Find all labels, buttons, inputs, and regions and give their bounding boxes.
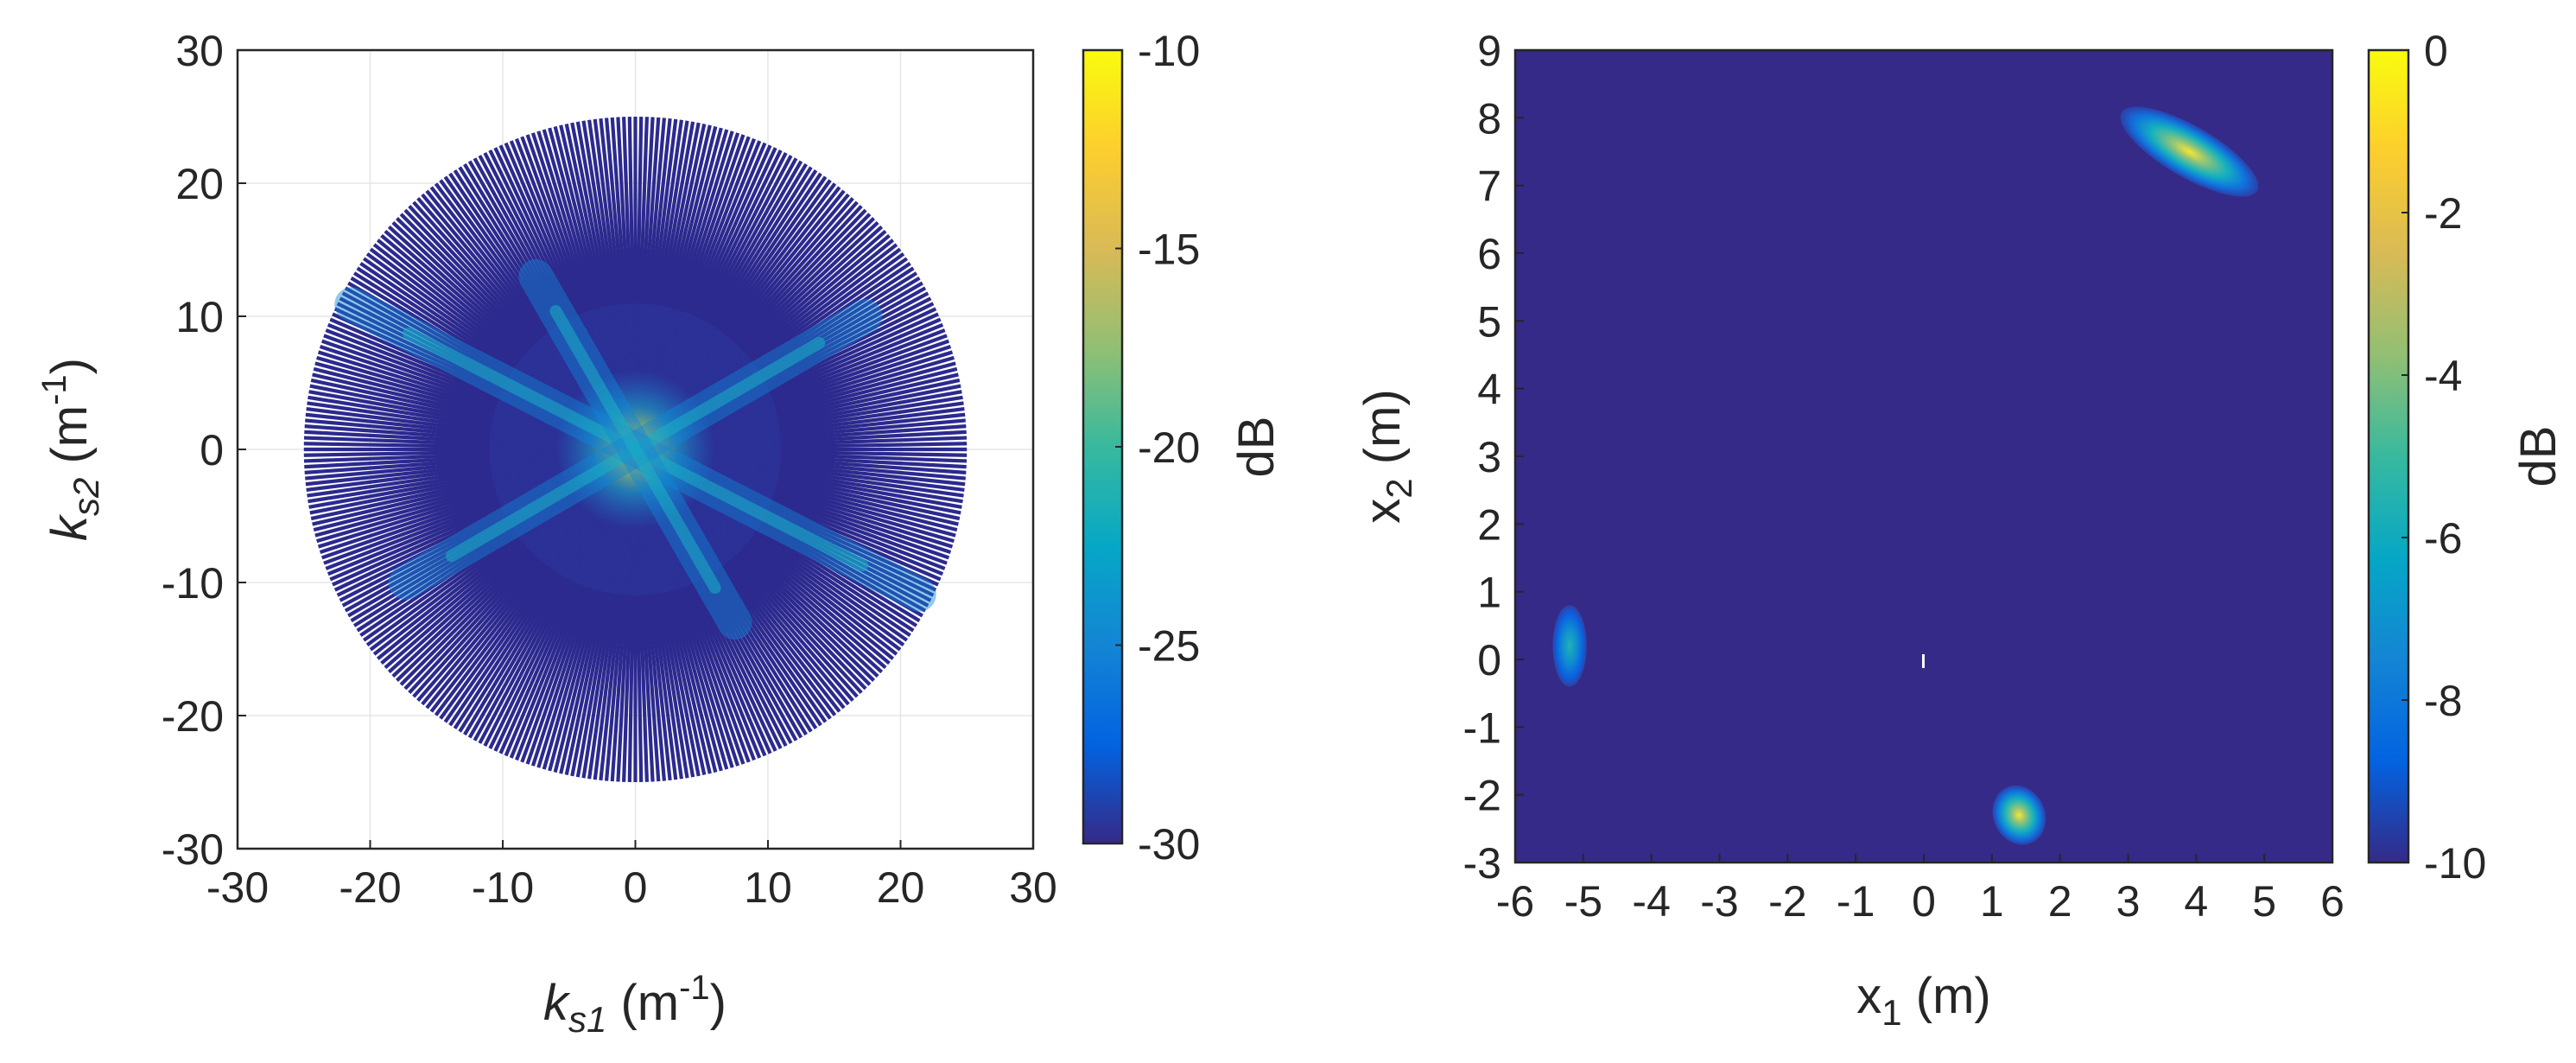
image-space-x-tick-label: 6 [2320, 877, 2344, 926]
image-space-y-tick-label: 4 [1477, 366, 1501, 414]
k-space-colorbar-tick-label: -20 [1138, 423, 1200, 472]
k-space-streak-core [549, 304, 721, 595]
image-space-x-ticks: -6 -5 -4 -3 -2 -1 0 1 2 3 4 5 6 [1496, 854, 2344, 926]
image-space-y-tick-label: -2 [1463, 772, 1501, 820]
image-space-colorbar-box [2367, 48, 2410, 864]
image-space-targets [1552, 106, 2259, 845]
image-space-y-tick-label: 5 [1477, 297, 1501, 346]
k-space-colorbar-tick-label: -15 [1138, 226, 1200, 274]
image-space-colorbar-tick-label: -2 [2424, 189, 2462, 238]
k-space-y-ticks: -30 -20 -10 0 10 20 30 [162, 27, 246, 874]
image-space-y-ticks: -3 -2 -1 0 1 2 3 4 5 6 7 8 9 [1463, 27, 1524, 888]
image-space-colorbar-label: dB [2510, 426, 2566, 487]
k-space-colorbar-tick-label: -25 [1138, 622, 1200, 671]
image-space-x-tick-label: 3 [2116, 877, 2141, 926]
image-space-x-axis-label: x1 (m) [1856, 968, 1990, 1033]
image-space-y-tick-label: 9 [1477, 27, 1501, 75]
k-space-y-tick-label: -20 [162, 692, 224, 741]
k-space-colorbar-tick-label: -10 [1138, 27, 1200, 75]
k-space-y-tick-label: 30 [175, 27, 224, 75]
image-space-target-blob [1552, 605, 1587, 687]
image-space-y-tick-label: 6 [1477, 230, 1501, 278]
image-space-x-tick-label: 5 [2252, 877, 2276, 926]
image-space-y-tick-label: 8 [1477, 94, 1501, 143]
k-space-colorbar-ticks: -30 -25 -20 -15 -10 [1115, 27, 1200, 869]
image-space-x-tick-label: -5 [1564, 877, 1602, 926]
image-space-x-tick-label: -1 [1837, 877, 1875, 926]
image-space-colorbar-tick-label: -6 [2424, 514, 2462, 563]
k-space-y-tick-label: 20 [175, 160, 224, 208]
k-space-y-tick-label: 0 [200, 426, 224, 474]
k-space-highlights [334, 258, 936, 640]
k-space-x-tick-label: 0 [624, 863, 648, 912]
k-space-x-ticks: -30 -20 -10 0 10 20 30 [206, 840, 1057, 912]
image-space-x-tick-label: -4 [1632, 877, 1670, 926]
image-space-y-tick-label: -1 [1463, 703, 1501, 752]
image-space-target-blob [2120, 106, 2259, 197]
k-space-y-tick-label: -10 [162, 559, 224, 608]
k-space-y-axis-label: ks2 (m-1) [35, 358, 106, 541]
image-space-target-blob [1992, 785, 2046, 845]
image-space-x-tick-label: 4 [2184, 877, 2208, 926]
k-space-y-tick-label: 10 [175, 293, 224, 341]
image-space-x-tick-label: 2 [2048, 877, 2072, 926]
k-space-colorbar: -30 -25 -20 -15 -10 dB [1082, 27, 1285, 869]
image-space-x-tick-label: -2 [1768, 877, 1806, 926]
image-space-y-tick-label: 2 [1477, 500, 1501, 549]
k-space-x-tick-label: 30 [1009, 863, 1057, 912]
image-space-colorbar-tick-label: -8 [2424, 677, 2462, 725]
k-space-x-tick-label: 10 [744, 863, 792, 912]
image-space-x-tick-label: 0 [1912, 877, 1936, 926]
image-space-colorbar-gradient [2369, 50, 2408, 862]
image-space-y-tick-label: 1 [1477, 569, 1501, 617]
image-space-origin-marker [1922, 654, 1925, 668]
image-space-colorbar-tick-label: -10 [2424, 839, 2486, 888]
k-space-x-tick-label: 20 [877, 863, 925, 912]
image-space-y-tick-label: -3 [1463, 839, 1501, 888]
k-space-x-tick-label: -10 [472, 863, 534, 912]
image-space-x-tick-label: 1 [1980, 877, 2004, 926]
image-space-y-tick-label: 3 [1477, 433, 1501, 481]
image-space-background [1515, 50, 2332, 862]
k-space-colorbar-tick-label: -30 [1138, 820, 1200, 869]
k-space-colorbar-label: dB [1228, 417, 1285, 478]
image-space-y-tick-label: 7 [1477, 162, 1501, 211]
image-space-colorbar-tick-label: 0 [2424, 27, 2448, 75]
k-space-y-tick-label: -30 [162, 825, 224, 874]
image-space-x-tick-label: -3 [1700, 877, 1738, 926]
k-space-x-tick-label: -20 [339, 863, 401, 912]
k-space-x-axis-label: ks1 (m-1) [543, 969, 726, 1040]
k-space-panel: -30 -20 -10 0 10 20 30 -30 -20 -10 0 10 20 30 ks1 (m… [35, 27, 1285, 1040]
image-space-colorbar: -10 -8 -6 -4 -2 0 dB [2367, 27, 2566, 888]
image-space-y-tick-label: 0 [1477, 636, 1501, 684]
k-space-x-tick-label: -30 [206, 863, 269, 912]
image-space-x-tick-label: -6 [1496, 877, 1534, 926]
image-space-colorbar-ticks: -10 -8 -6 -4 -2 0 [2402, 27, 2486, 888]
image-space-colorbar-tick-label: -4 [2424, 352, 2462, 400]
image-space-y-axis-label: x2 (m) [1355, 389, 1419, 523]
